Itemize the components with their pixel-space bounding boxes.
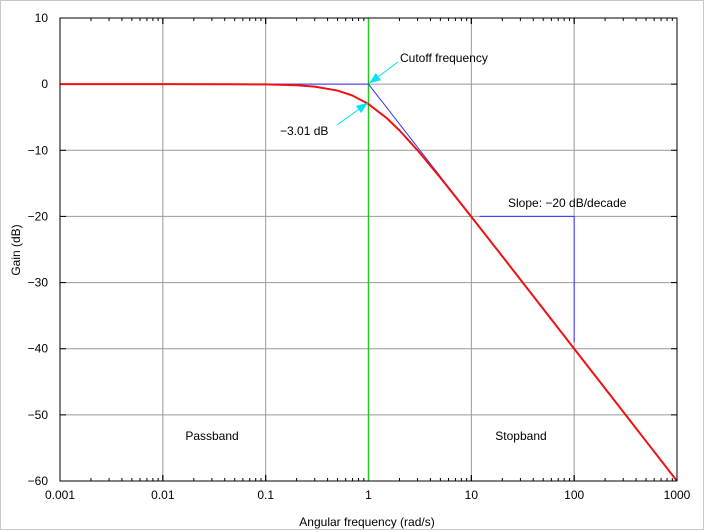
y-tick-label: 0 xyxy=(41,77,48,91)
y-tick-label: −60 xyxy=(28,474,49,488)
cutoff-annotation: Cutoff frequency xyxy=(400,51,488,65)
tick-labels: 0.001 0.01 0.1 1 10 100 1000100−10−20−30−40−50… xyxy=(28,11,691,502)
frequency-response-line xyxy=(60,83,677,481)
passband-label: Passband xyxy=(185,429,238,443)
x-tick-label: 100 xyxy=(564,488,584,502)
y-tick-label: −30 xyxy=(28,276,49,290)
series-layer xyxy=(60,18,677,481)
x-tick-label: 0.1 xyxy=(257,488,274,502)
y-tick-label: 10 xyxy=(35,11,49,25)
y-tick-label: −20 xyxy=(28,209,49,223)
x-axis-label: Angular frequency (rad/s) xyxy=(299,515,434,529)
stopband-label: Stopband xyxy=(495,429,546,443)
plot-border xyxy=(59,17,678,482)
minus3db-annotation: −3.01 dB xyxy=(280,124,328,138)
annotation-arrows xyxy=(336,61,399,126)
slope-annotation: Slope: −20 dB/decade xyxy=(508,196,627,210)
y-tick-label: −10 xyxy=(28,143,49,157)
slope-marker xyxy=(479,215,575,343)
x-tick-label: 0.001 xyxy=(45,488,75,502)
x-tick-label: 1000 xyxy=(664,488,691,502)
y-tick-label: −50 xyxy=(28,408,49,422)
x-tick-label: 0.01 xyxy=(151,488,175,502)
minus3db-arrow-head xyxy=(355,103,368,114)
y-tick-label: −40 xyxy=(28,342,49,356)
y-axis-label: Gain (dB) xyxy=(9,224,23,275)
x-tick-label: 1 xyxy=(365,488,372,502)
x-tick-label: 10 xyxy=(465,488,479,502)
cutoff-arrow-head xyxy=(369,72,382,84)
